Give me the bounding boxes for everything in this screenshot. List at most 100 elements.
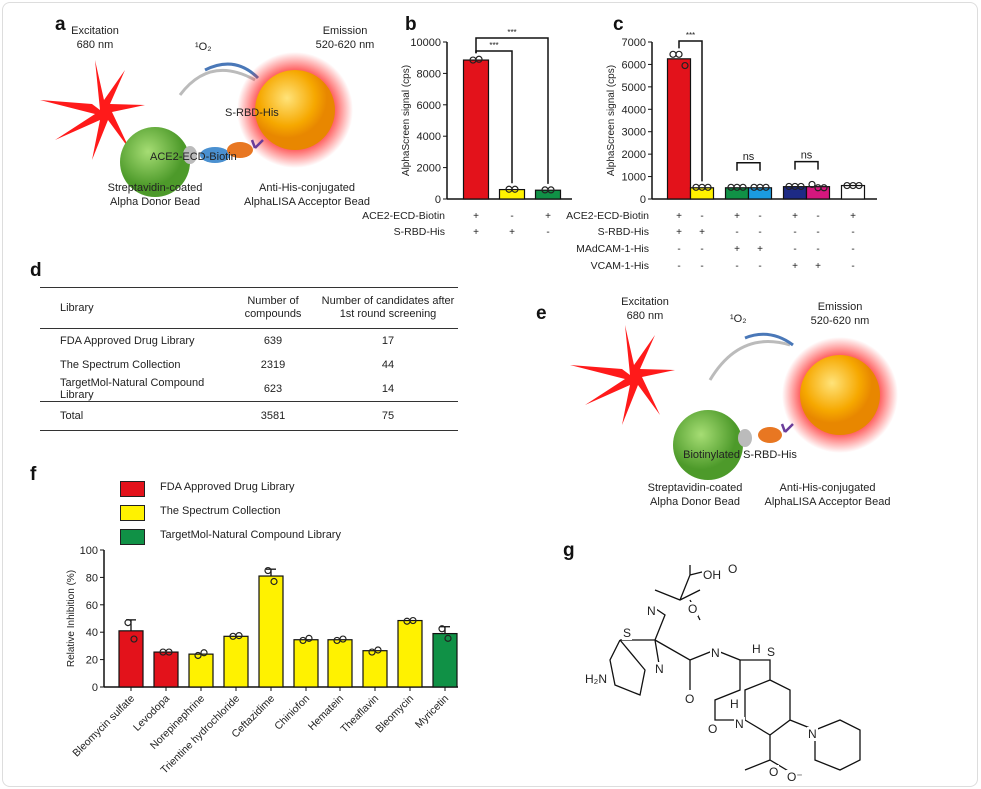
y-tick-label: 0 <box>92 682 98 694</box>
atom-label: H <box>751 642 762 656</box>
chemical-structure <box>609 565 861 773</box>
panel-label-g: g <box>563 540 575 561</box>
ace2-icon <box>200 147 230 163</box>
screening-table: Library Number of compounds Number of ca… <box>40 287 458 431</box>
condition-sign: + <box>734 244 740 255</box>
condition-sign: - <box>700 244 703 255</box>
panel-label-b: b <box>405 14 417 35</box>
condition-sign: + <box>473 227 479 238</box>
condition-label: VCAM-1-His <box>591 260 649 272</box>
data-point <box>409 616 417 625</box>
bar <box>462 59 490 200</box>
atom-label: O <box>768 765 780 779</box>
data-point <box>547 186 555 194</box>
laser-starburst-icon <box>40 60 145 160</box>
singlet-oxygen-arrow-icon <box>708 340 791 381</box>
data-point <box>438 625 446 633</box>
acceptor-bead-caption: Anti-His-conjugated AlphaLISA Acceptor Be… <box>244 182 370 208</box>
atom-label: O <box>684 692 696 706</box>
atom-label: H <box>729 697 740 711</box>
excitation-label: Excitation 680 nm <box>71 25 119 51</box>
condition-sign: - <box>758 211 761 222</box>
excitation-label-e: Excitation 680 nm <box>621 296 669 322</box>
condition-sign: - <box>816 211 819 222</box>
data-point <box>669 50 677 58</box>
panel-label-e: e <box>536 303 547 324</box>
significance-label: ns <box>743 151 755 163</box>
y-tick-label: 1000 <box>622 172 646 184</box>
y-tick-label: 100 <box>80 545 98 557</box>
data-point <box>704 183 712 191</box>
data-point <box>235 632 243 640</box>
bar <box>327 639 353 688</box>
data-point <box>200 649 208 657</box>
donor-bead-caption: Streptavidin-coated Alpha Donor Bead <box>107 182 203 208</box>
s-rbd-icon <box>758 427 782 443</box>
cell: 2319 <box>260 359 286 371</box>
y-tick-label: 0 <box>640 194 646 206</box>
atom-label: O <box>727 562 739 576</box>
data-point <box>130 635 138 643</box>
biotinylated-s-rbd-label: Biotinylated S-RBD-His <box>683 449 797 461</box>
atom-label: N <box>734 717 745 731</box>
significance-bracket <box>475 37 549 184</box>
x-tick-label: Chiniofon <box>272 693 312 733</box>
s-rbd-icon <box>227 142 253 158</box>
s-rbd-his-label: S-RBD-His <box>225 107 279 119</box>
data-point <box>681 61 689 70</box>
cell: TargetMol-Natural Compound Library <box>60 377 205 401</box>
y-tick-label: 4000 <box>622 104 646 116</box>
acceptor-bead <box>255 70 335 150</box>
cell: 639 <box>263 335 283 347</box>
cell: 3581 <box>228 401 318 431</box>
condition-sign: - <box>735 227 738 238</box>
data-point <box>511 185 519 193</box>
panel-label-c: c <box>613 14 624 35</box>
y-tick-label: 80 <box>86 572 98 584</box>
condition-label: MAdCAM-1-His <box>576 243 649 255</box>
data-point <box>339 635 347 643</box>
y-tick-label: 3000 <box>622 127 646 139</box>
significance-bracket <box>794 160 819 170</box>
streptavidin-icon <box>183 146 197 164</box>
condition-sign: - <box>700 261 703 272</box>
condition-sign: + <box>473 211 479 222</box>
cell: Total <box>40 401 228 431</box>
condition-sign: - <box>816 244 819 255</box>
acceptor-bead <box>800 355 880 435</box>
data-point <box>299 636 307 645</box>
condition-sign: + <box>850 211 856 222</box>
data-point <box>475 55 483 63</box>
y-tick-label: 8000 <box>417 68 441 80</box>
bar <box>293 639 319 688</box>
bar <box>223 635 249 688</box>
atom-label: S <box>622 626 633 640</box>
header-library: Library <box>40 287 228 329</box>
condition-sign: - <box>735 261 738 272</box>
emission-label-e: Emission 520-620 nm <box>810 301 870 327</box>
y-axis-label: AlphaScreen signal (cps) <box>606 65 617 176</box>
panel-label-d: d <box>30 260 42 281</box>
atom-label: O <box>707 722 719 736</box>
bar <box>689 187 715 200</box>
antibody-icon <box>250 139 264 149</box>
bar <box>432 632 458 688</box>
atom-label: N <box>807 727 818 741</box>
bar <box>747 187 773 200</box>
data-point <box>808 180 816 189</box>
singlet-oxygen-arrow-icon <box>178 68 256 96</box>
bar <box>666 58 692 200</box>
panel-e-diagram <box>570 325 898 480</box>
cell: 14 <box>381 383 395 395</box>
significance-bracket <box>678 40 703 182</box>
laser-starburst-icon <box>570 325 675 425</box>
condition-sign: + <box>699 227 705 238</box>
header-candidates: Number of candidates after 1st round scr… <box>318 287 458 329</box>
streptavidin-icon <box>738 429 752 447</box>
data-point <box>165 648 173 656</box>
atom-label: N <box>710 646 721 660</box>
y-tick-label: 2000 <box>417 163 441 175</box>
